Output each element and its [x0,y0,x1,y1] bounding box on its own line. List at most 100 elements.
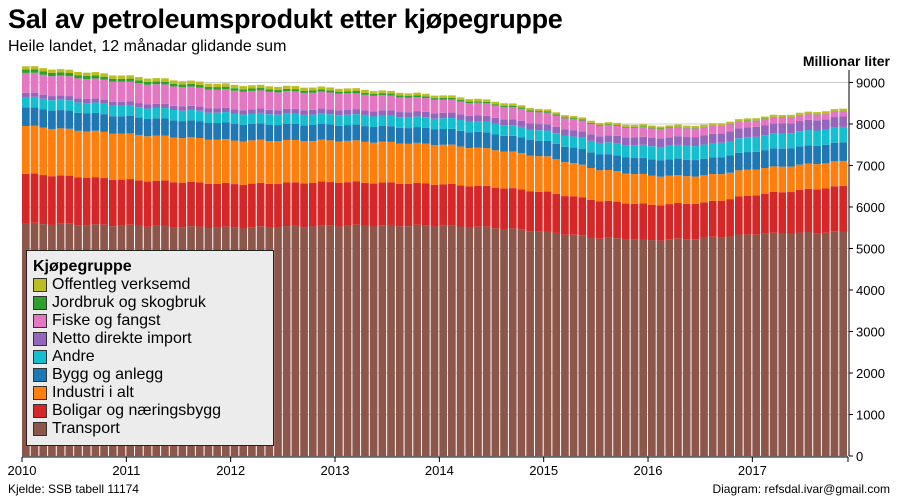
bar-segment [830,109,839,112]
bar-segment [656,138,665,148]
bar-segment [656,128,665,130]
bar-segment [308,109,317,115]
bar-segment [291,123,300,140]
bar-segment [239,91,248,111]
bar-segment [830,161,839,187]
bar-segment [639,126,648,128]
bar-segment [39,74,48,95]
bar-segment [508,105,517,108]
bar-segment [230,90,239,110]
y-tick-label: 5000 [856,241,885,256]
bar-segment [195,81,204,85]
bar-segment [430,129,439,146]
bar-segment [161,81,169,85]
bar-segment [830,231,839,456]
bar-segment [413,116,421,128]
bar-segment [274,110,282,115]
bar-segment [100,131,108,179]
bar-segment [326,90,335,93]
bar-segment [561,117,569,119]
bar-segment [352,109,361,115]
bar-segment [508,107,517,120]
bar-segment [761,125,769,136]
bar-segment [135,117,143,135]
bar-segment [248,85,256,89]
y-axis: 0 1000 2000 3000 4000 5000 6000 7000 8000 9000 [848,70,885,464]
bar-segment [343,91,352,94]
bar-segment [465,132,474,149]
bar-segment [413,96,421,112]
y-tick-label: 8000 [856,117,885,132]
bar-segment [534,112,543,125]
bar-segment [578,235,587,456]
bar-segment [587,152,595,168]
bar-segment [361,110,369,116]
bar-segment [839,185,847,232]
bar-segment [769,191,778,233]
bar-segment [256,108,265,113]
bar-segment [387,110,395,116]
bar-segment [604,170,613,201]
legend-item: Jordbruk og skogbruk [33,294,267,312]
bar-segment [526,123,534,130]
bar-segment [456,119,465,131]
bar-segment [734,138,743,153]
bar-segment [326,114,335,125]
bar-segment [691,128,700,138]
bar-segment [830,127,839,143]
bar-segment [248,123,256,141]
bar-segment [691,160,700,177]
bar-segment [439,118,448,130]
bar-segment [30,66,39,70]
bar-segment [691,203,700,240]
bar-segment [117,179,126,226]
bar-segment [204,123,213,140]
bar-segment [743,195,752,235]
bar-segment [508,125,517,136]
bar-segment [230,84,239,89]
bar-segment [717,200,726,238]
bar-segment [526,110,534,112]
bar-segment [30,107,39,126]
bar-segment [734,170,743,197]
bar-segment [534,140,543,157]
bar-segment [369,93,378,96]
bar-segment [326,124,335,141]
bar-segment [491,104,500,106]
bar-segment [152,135,161,181]
bar-segment [195,84,204,88]
bar-segment [187,137,195,182]
bar-segment [508,228,517,456]
bar-segment [465,101,474,104]
bar-segment [256,88,265,91]
bar-segment [708,123,717,126]
bar-segment [595,201,604,239]
bar-segment [126,105,135,116]
bar-segment [135,77,143,81]
bar-segment [117,105,126,117]
bar-segment [274,141,282,185]
bar-segment [708,142,717,158]
legend-item: Netto direkte import [33,330,267,348]
bar-segment [39,68,48,72]
y-axis-label: Millionar liter [802,53,890,69]
bar-segment [65,76,74,97]
bar-segment [282,88,291,92]
bar-segment [595,122,604,126]
legend-swatch [33,296,47,310]
bar-segment [639,144,648,158]
bar-segment [361,182,369,226]
bar-segment [830,186,839,232]
bar-segment [682,127,691,129]
bar-segment [761,118,769,126]
bar-segment [265,124,274,141]
legend-swatch [33,386,47,400]
bar-segment [491,187,500,229]
bar-segment [282,123,291,140]
bar-segment [178,106,187,111]
bar-segment [48,100,56,111]
bar-segment [361,126,369,142]
bar-segment [82,79,91,99]
bar-segment [795,189,804,233]
bar-segment [352,93,361,110]
